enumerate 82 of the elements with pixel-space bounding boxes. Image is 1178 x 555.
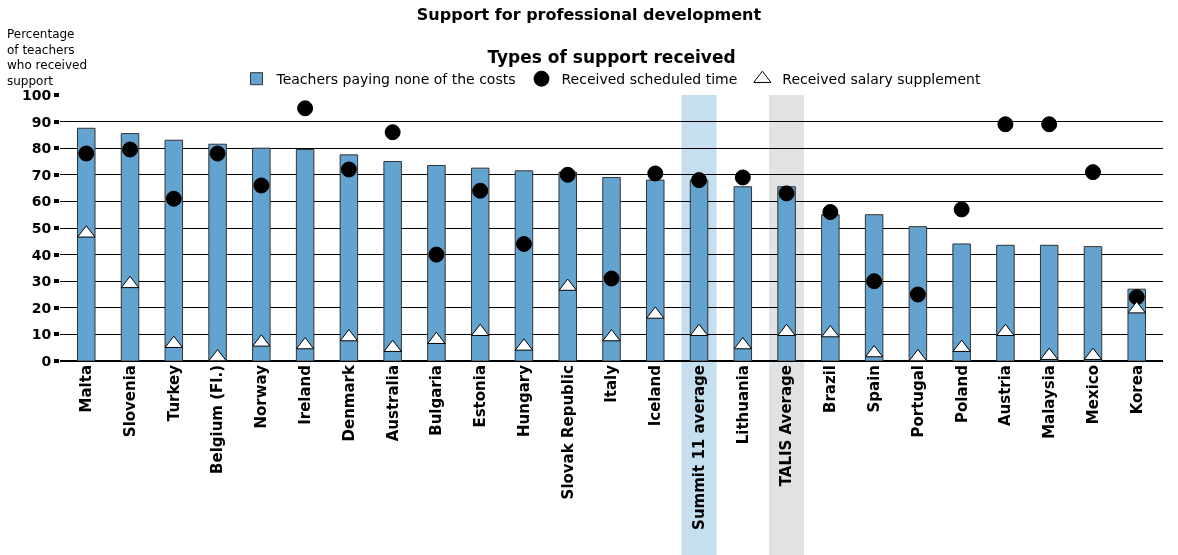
y-tick-label: 50	[31, 219, 52, 236]
bar	[339, 154, 359, 361]
x-tick-label: Iceland	[646, 365, 665, 427]
x-tick-label: Slovak Republic	[558, 365, 577, 500]
bar	[733, 186, 753, 361]
point	[340, 161, 357, 178]
bar	[120, 133, 140, 361]
y-tick-label: 70	[31, 166, 52, 183]
x-tick-label: Italy	[602, 364, 621, 403]
point	[953, 201, 970, 218]
x-tick-label: Norway	[252, 364, 271, 429]
point	[120, 275, 140, 289]
y-tick-label: 40	[31, 246, 52, 263]
x-tick-label: Australia	[383, 365, 402, 442]
point	[1084, 164, 1101, 181]
x-tick-label: Lithuania	[733, 365, 752, 445]
x-tick-label: Turkey	[164, 364, 183, 422]
x-tick-label: Austria	[996, 365, 1015, 427]
y-tick-label: 20	[31, 299, 52, 316]
x-tick-label: Poland	[952, 365, 971, 423]
x-tick-label: Ireland	[295, 365, 314, 425]
legend-label: Received salary supplement	[782, 71, 981, 88]
y-axis-title: Percentage of teachers who received support	[7, 27, 88, 88]
x-tick-label: Korea	[1127, 365, 1146, 415]
bar	[558, 171, 577, 361]
bar	[208, 143, 227, 361]
bar	[164, 139, 184, 361]
x-tick-label: Estonia	[471, 365, 490, 428]
x-tick-label: Portugal	[908, 365, 927, 438]
y-tick-label: 60	[31, 193, 52, 210]
bar	[383, 161, 402, 361]
legend-label: Received scheduled time	[561, 71, 738, 88]
bar	[77, 127, 96, 361]
y-tick-label: 80	[31, 140, 52, 157]
point	[866, 273, 883, 290]
x-tick-label: Mexico	[1083, 365, 1102, 425]
point	[1128, 289, 1145, 306]
bar	[514, 170, 534, 361]
legend-title: Types of support received	[487, 47, 736, 68]
point	[909, 286, 926, 303]
point	[297, 100, 314, 117]
point	[559, 166, 576, 183]
y-tick-label: 0	[41, 352, 52, 369]
x-tick-label: Malta	[77, 365, 96, 413]
point	[691, 172, 708, 189]
point	[778, 185, 795, 202]
x-tick-label: Belgium (Fl.)	[208, 365, 227, 474]
bar	[689, 179, 709, 361]
bar	[821, 214, 840, 361]
point	[78, 145, 95, 162]
bar	[1083, 246, 1103, 361]
x-tick-label: Denmark	[339, 363, 358, 442]
chart-title: Support for professional development	[416, 4, 762, 24]
y-tick-label: 90	[31, 113, 52, 130]
y-tick-label: 10	[31, 326, 52, 343]
bar	[952, 243, 971, 361]
bar	[295, 149, 315, 361]
x-tick-label: Bulgaria	[427, 365, 446, 436]
point	[647, 165, 664, 182]
x-tick-label: Summit 11 average	[689, 365, 708, 530]
point	[734, 169, 751, 186]
point	[384, 124, 401, 141]
bar	[1039, 244, 1059, 361]
point	[165, 190, 182, 207]
point	[822, 204, 839, 221]
x-tick-label: TALIS Average	[777, 365, 796, 487]
x-tick-label: Brazil	[821, 365, 840, 413]
x-tick-label: Hungary	[514, 364, 533, 437]
point	[122, 141, 139, 158]
x-tick-label: Malaysia	[1040, 365, 1059, 439]
point	[253, 177, 270, 194]
point	[997, 116, 1014, 133]
y-tick-label: 30	[31, 273, 52, 290]
bar	[252, 147, 271, 361]
point	[515, 235, 532, 252]
bar	[646, 179, 665, 361]
point	[1041, 116, 1058, 133]
legend-label: Teachers paying none of the costs	[275, 71, 516, 88]
x-tick-label: Slovenia	[120, 365, 139, 438]
x-tick-label: Spain	[864, 365, 883, 413]
point	[209, 145, 226, 162]
bar	[996, 244, 1015, 361]
